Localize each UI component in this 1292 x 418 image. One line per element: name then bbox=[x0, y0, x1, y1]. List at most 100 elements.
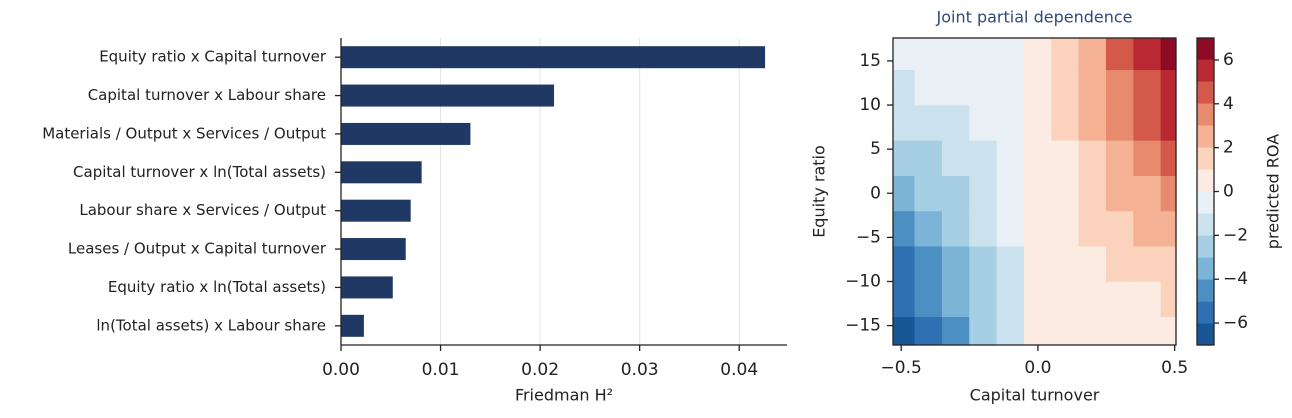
x-tick-label: 0.0 bbox=[1024, 358, 1051, 378]
colorbar-band bbox=[1197, 169, 1214, 192]
contour-cell bbox=[1051, 37, 1080, 71]
colorbar-band bbox=[1197, 301, 1214, 324]
contour-cell bbox=[1078, 140, 1107, 176]
colorbar-band bbox=[1197, 38, 1214, 60]
contour-cell bbox=[1051, 140, 1080, 176]
contour-cell bbox=[1133, 245, 1162, 282]
contour-cell bbox=[1105, 281, 1134, 318]
colorbar-band bbox=[1197, 323, 1214, 345]
contour-cell bbox=[969, 245, 998, 282]
colorbar-band bbox=[1197, 257, 1214, 280]
contour-cell bbox=[996, 210, 1025, 247]
contour-cell bbox=[892, 140, 916, 176]
y-tick-label: 5 bbox=[870, 139, 881, 159]
contour-cell bbox=[941, 281, 970, 318]
y-tick-label: 15 bbox=[859, 51, 881, 71]
contour-cell bbox=[892, 245, 916, 282]
contour-cell bbox=[1133, 140, 1162, 176]
bar bbox=[341, 122, 471, 145]
contour-cell bbox=[996, 316, 1025, 346]
contour-cell bbox=[1160, 37, 1177, 71]
contour-cell bbox=[1160, 175, 1177, 212]
contour-cell bbox=[914, 175, 943, 212]
contour-cell bbox=[1133, 37, 1162, 71]
contour-cell bbox=[1160, 140, 1177, 176]
contour-cell bbox=[1023, 140, 1052, 176]
category-label: Capital turnover x ln(Total assets) bbox=[73, 163, 326, 181]
contour-cell bbox=[1051, 245, 1080, 282]
contour-cell bbox=[996, 281, 1025, 318]
contour-cell bbox=[941, 140, 970, 176]
bar bbox=[341, 276, 393, 299]
contour-cell bbox=[1160, 245, 1177, 282]
contour-cell bbox=[969, 104, 998, 141]
contour-cell bbox=[1105, 69, 1134, 106]
contour-cell bbox=[1023, 281, 1052, 318]
contour-cell bbox=[1023, 104, 1052, 141]
contour-cell bbox=[1160, 69, 1177, 106]
y-tick-label: −15 bbox=[845, 316, 881, 336]
contour-cell bbox=[1023, 37, 1052, 71]
contour-cell bbox=[1160, 104, 1177, 141]
contour-cell bbox=[1051, 175, 1080, 212]
x-tick-label: 0.02 bbox=[521, 360, 559, 380]
contour-cell bbox=[1133, 210, 1162, 247]
x-tick-label: 0.5 bbox=[1161, 358, 1188, 378]
contour-cell bbox=[892, 69, 916, 106]
contour-cell bbox=[1051, 316, 1080, 346]
contour-cell bbox=[941, 210, 970, 247]
contour-cell bbox=[1078, 281, 1107, 318]
contour-cell bbox=[1078, 245, 1107, 282]
contour-cell bbox=[996, 140, 1025, 176]
contour-cell bbox=[941, 69, 970, 106]
contour-cell bbox=[996, 104, 1025, 141]
contour-cell bbox=[914, 210, 943, 247]
contour-cell bbox=[1078, 316, 1107, 346]
plot-frame bbox=[892, 37, 1177, 346]
contour-cell bbox=[1160, 281, 1177, 318]
contour-cell bbox=[1023, 175, 1052, 212]
contour-cell bbox=[1105, 316, 1134, 346]
contour-cell bbox=[892, 316, 916, 346]
x-tick-label: 0.04 bbox=[720, 360, 758, 380]
contour-cell bbox=[914, 140, 943, 176]
colorbar-band bbox=[1197, 213, 1214, 236]
colorbar-tick-label: −6 bbox=[1223, 313, 1248, 333]
colorbar-band bbox=[1197, 235, 1214, 258]
contour-cell bbox=[914, 69, 943, 106]
contour-cell bbox=[1105, 140, 1134, 176]
contour-cell bbox=[1105, 210, 1134, 247]
colorbar-band bbox=[1197, 125, 1214, 148]
contour-cell bbox=[1133, 281, 1162, 318]
contour-cell bbox=[1105, 175, 1134, 212]
category-label: Capital turnover x Labour share bbox=[88, 86, 326, 104]
contour-cell bbox=[1133, 69, 1162, 106]
y-tick-label: 0 bbox=[870, 183, 881, 203]
contour-cell bbox=[1105, 37, 1134, 71]
contour-cell bbox=[969, 140, 998, 176]
colorbar-band bbox=[1197, 147, 1214, 170]
contour-cell bbox=[969, 175, 998, 212]
y-tick-label: −10 bbox=[845, 271, 881, 291]
y-axis-label: Equity ratio bbox=[810, 145, 829, 238]
contour-cell bbox=[1051, 104, 1080, 141]
contour-cell bbox=[1078, 104, 1107, 141]
bar bbox=[341, 199, 411, 222]
contour-cell bbox=[969, 281, 998, 318]
contour-cell bbox=[1051, 210, 1080, 247]
bar bbox=[341, 314, 364, 337]
bar bbox=[341, 46, 766, 69]
category-label: Labour share x Services / Output bbox=[79, 201, 326, 219]
category-label: ln(Total assets) x Labour share bbox=[96, 316, 326, 334]
colorbar-band bbox=[1197, 191, 1214, 214]
contour-cell bbox=[1078, 69, 1107, 106]
contour-cell bbox=[914, 245, 943, 282]
contour-cell bbox=[892, 104, 916, 141]
contour-cell bbox=[969, 69, 998, 106]
category-label: Leases / Output x Capital turnover bbox=[68, 240, 327, 258]
contour-cell bbox=[969, 316, 998, 346]
contour-cell bbox=[1023, 69, 1052, 106]
contour-cell bbox=[892, 281, 916, 318]
contour-cell bbox=[1133, 316, 1162, 346]
x-axis-label: Friedman H² bbox=[515, 386, 613, 405]
